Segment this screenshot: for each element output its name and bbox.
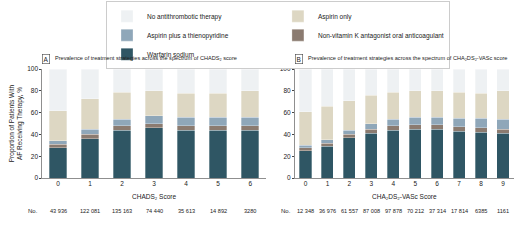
svg-text:6: 6 bbox=[248, 180, 252, 187]
svg-text:40: 40 bbox=[283, 131, 291, 138]
svg-text:0: 0 bbox=[56, 180, 60, 187]
svg-text:135 163: 135 163 bbox=[112, 208, 132, 214]
svg-text:9: 9 bbox=[501, 180, 505, 187]
svg-text:61 557: 61 557 bbox=[341, 208, 358, 214]
svg-text:80: 80 bbox=[283, 87, 291, 94]
svg-text:5: 5 bbox=[413, 180, 417, 187]
svg-text:No.: No. bbox=[281, 208, 291, 214]
svg-text:100: 100 bbox=[27, 65, 38, 72]
svg-text:40: 40 bbox=[31, 131, 39, 138]
svg-text:35 613: 35 613 bbox=[178, 208, 195, 214]
svg-text:Warfarin sodium: Warfarin sodium bbox=[147, 51, 194, 58]
svg-text:87 008: 87 008 bbox=[363, 208, 380, 214]
svg-text:74 440: 74 440 bbox=[146, 208, 163, 214]
svg-text:60: 60 bbox=[283, 109, 291, 116]
svg-text:4: 4 bbox=[184, 180, 188, 187]
svg-text:Aspirin plus a thienopyridine: Aspirin plus a thienopyridine bbox=[147, 32, 229, 40]
svg-text:Non-vitamin K antagonist oral: Non-vitamin K antagonist oral anticoagul… bbox=[318, 32, 444, 40]
svg-text:1: 1 bbox=[88, 180, 92, 187]
svg-text:Proportion of Patients WithAF: Proportion of Patients WithAF Receiving … bbox=[8, 85, 24, 163]
svg-text:CHA₂DS₂-VASc Score: CHA₂DS₂-VASc Score bbox=[372, 193, 437, 200]
svg-text:6385: 6385 bbox=[475, 208, 487, 214]
svg-text:0: 0 bbox=[287, 174, 291, 181]
svg-text:0: 0 bbox=[304, 180, 308, 187]
svg-text:1161: 1161 bbox=[497, 208, 509, 214]
svg-text:12 348: 12 348 bbox=[297, 208, 314, 214]
svg-text:43 936: 43 936 bbox=[50, 208, 67, 214]
svg-text:36 976: 36 976 bbox=[319, 208, 336, 214]
svg-text:CHADS₂ Score: CHADS₂ Score bbox=[132, 193, 176, 200]
svg-text:14 892: 14 892 bbox=[210, 208, 227, 214]
svg-text:No antithrombotic therapy: No antithrombotic therapy bbox=[147, 13, 222, 21]
svg-text:60: 60 bbox=[31, 109, 39, 116]
svg-text:0: 0 bbox=[34, 174, 38, 181]
svg-text:4: 4 bbox=[391, 180, 395, 187]
svg-text:122 081: 122 081 bbox=[80, 208, 100, 214]
svg-text:Prevalence of treatment strate: Prevalence of treatment strategies acros… bbox=[308, 55, 507, 61]
svg-text:2: 2 bbox=[348, 180, 352, 187]
svg-text:8: 8 bbox=[479, 180, 483, 187]
svg-text:2: 2 bbox=[120, 180, 124, 187]
svg-text:20: 20 bbox=[283, 153, 291, 160]
svg-text:37 314: 37 314 bbox=[429, 208, 446, 214]
svg-text:3: 3 bbox=[152, 180, 156, 187]
svg-text:17 814: 17 814 bbox=[451, 208, 468, 214]
svg-text:Aspirin only: Aspirin only bbox=[318, 13, 352, 21]
svg-text:70 212: 70 212 bbox=[407, 208, 424, 214]
svg-text:5: 5 bbox=[216, 180, 220, 187]
svg-text:3280: 3280 bbox=[244, 208, 256, 214]
svg-text:20: 20 bbox=[31, 153, 39, 160]
svg-text:1: 1 bbox=[326, 180, 330, 187]
svg-text:7: 7 bbox=[457, 180, 461, 187]
svg-text:6: 6 bbox=[435, 180, 439, 187]
svg-text:3: 3 bbox=[370, 180, 374, 187]
svg-text:B: B bbox=[297, 56, 301, 63]
svg-text:80: 80 bbox=[31, 87, 39, 94]
svg-text:Prevalence of treatment strate: Prevalence of treatment strategies acros… bbox=[55, 55, 237, 61]
svg-text:No.: No. bbox=[28, 208, 38, 214]
svg-text:97 878: 97 878 bbox=[385, 208, 402, 214]
svg-text:A: A bbox=[44, 56, 49, 63]
